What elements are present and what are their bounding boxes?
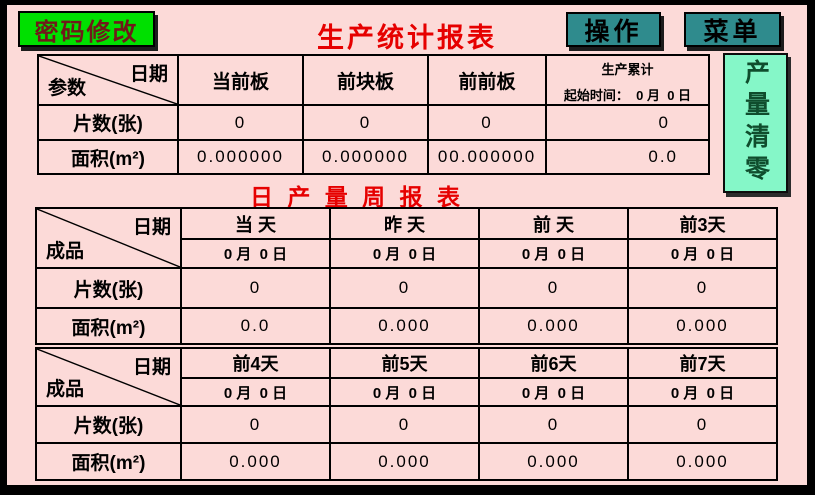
value-cell: 0: [177, 104, 304, 141]
value-cell: 0.000000: [302, 139, 429, 175]
value-cell: 0.000: [478, 442, 629, 481]
column-header-before-previous: 前前板: [427, 54, 547, 106]
corner-label-date: 日期: [132, 217, 171, 238]
week-table-recent: 日期 成品 当 天 昨 天 前 天 前3天 0 月 0 日 0 月 0 日 0 …: [35, 207, 778, 345]
value-cell: 0: [302, 104, 429, 141]
page-title: 生产统计报表: [317, 23, 497, 53]
column-header-current: 当前板: [177, 54, 304, 106]
column-header-yesterday: 昨 天: [329, 207, 480, 240]
value-cell: 0: [627, 405, 778, 444]
stats-corner-header: 日期 参数: [37, 54, 179, 106]
operate-button[interactable]: 操作: [566, 12, 661, 47]
weekly-report-title: 日 产 量 周 报 表: [250, 184, 464, 210]
cumulative-start-time: 起始时间： 0 月 0 日: [563, 88, 692, 103]
password-change-button[interactable]: 密码修改: [18, 11, 155, 47]
value-cell: 0: [545, 104, 710, 141]
date-cell: 0 月 0 日: [478, 377, 629, 407]
corner-label-param: 参数: [48, 78, 87, 99]
value-cell: 0.0: [545, 139, 710, 175]
corner-label-product: 成品: [46, 241, 85, 262]
menu-button[interactable]: 菜单: [684, 12, 781, 47]
value-cell: 0: [329, 267, 480, 309]
column-header-5days-ago: 前5天: [329, 347, 480, 379]
row-label-area: 面积(m²): [35, 307, 182, 345]
diagonal-divider: [37, 349, 180, 405]
week-corner-header: 日期 成品: [35, 207, 182, 269]
column-header-cumulative: 生产累计 起始时间： 0 月 0 日: [545, 54, 710, 106]
value-cell: 0.0: [180, 307, 331, 345]
column-header-4days-ago: 前4天: [180, 347, 331, 379]
week-table-older: 日期 成品 前4天 前5天 前6天 前7天 0 月 0 日 0 月 0 日 0 …: [35, 347, 778, 481]
value-cell: 0: [478, 405, 629, 444]
value-cell: 0: [427, 104, 547, 141]
value-cell: 0.000: [627, 442, 778, 481]
date-cell: 0 月 0 日: [180, 377, 331, 407]
row-label-area: 面积(m²): [35, 442, 182, 481]
date-cell: 0 月 0 日: [627, 377, 778, 407]
value-cell: 0: [329, 405, 480, 444]
value-cell: 0: [180, 267, 331, 309]
cumulative-title: 生产累计: [601, 62, 654, 77]
row-label-area: 面积(m²): [37, 139, 179, 175]
date-cell: 0 月 0 日: [627, 238, 778, 269]
row-label-pieces: 片数(张): [35, 267, 182, 309]
value-cell: 0.000: [478, 307, 629, 345]
clear-production-button[interactable]: 产量清零: [723, 53, 788, 193]
week-corner-header: 日期 成品: [35, 347, 182, 407]
value-cell: 0.000: [180, 442, 331, 481]
value-cell: 0.000: [627, 307, 778, 345]
corner-label-product: 成品: [46, 379, 85, 400]
corner-label-date: 日期: [129, 64, 168, 85]
column-header-7days-ago: 前7天: [627, 347, 778, 379]
column-header-2days-ago: 前 天: [478, 207, 629, 240]
column-header-today: 当 天: [180, 207, 331, 240]
row-label-pieces: 片数(张): [37, 104, 179, 141]
column-header-previous: 前块板: [302, 54, 429, 106]
column-header-6days-ago: 前6天: [478, 347, 629, 379]
row-label-pieces: 片数(张): [35, 405, 182, 444]
value-cell: 0.000: [329, 307, 480, 345]
column-header-3days-ago: 前3天: [627, 207, 778, 240]
hmi-screen: 密码修改 生产统计报表 操作 菜单 产量清零 日期 参数 当前板 前块板 前前板…: [7, 5, 807, 485]
value-cell: 0: [627, 267, 778, 309]
value-cell: 0.000: [329, 442, 480, 481]
value-cell: 0: [478, 267, 629, 309]
date-cell: 0 月 0 日: [478, 238, 629, 269]
diagonal-divider: [37, 209, 180, 267]
corner-label-date: 日期: [132, 357, 171, 378]
date-cell: 0 月 0 日: [329, 238, 480, 269]
date-cell: 0 月 0 日: [180, 238, 331, 269]
clear-production-label: 产量清零: [741, 59, 770, 187]
date-cell: 0 月 0 日: [329, 377, 480, 407]
production-stats-table: 日期 参数 当前板 前块板 前前板 生产累计 起始时间： 0 月 0 日 片数(…: [37, 54, 710, 175]
value-cell: 00.000000: [427, 139, 547, 175]
value-cell: 0: [180, 405, 331, 444]
value-cell: 0.000000: [177, 139, 304, 175]
diagonal-divider: [39, 56, 177, 104]
